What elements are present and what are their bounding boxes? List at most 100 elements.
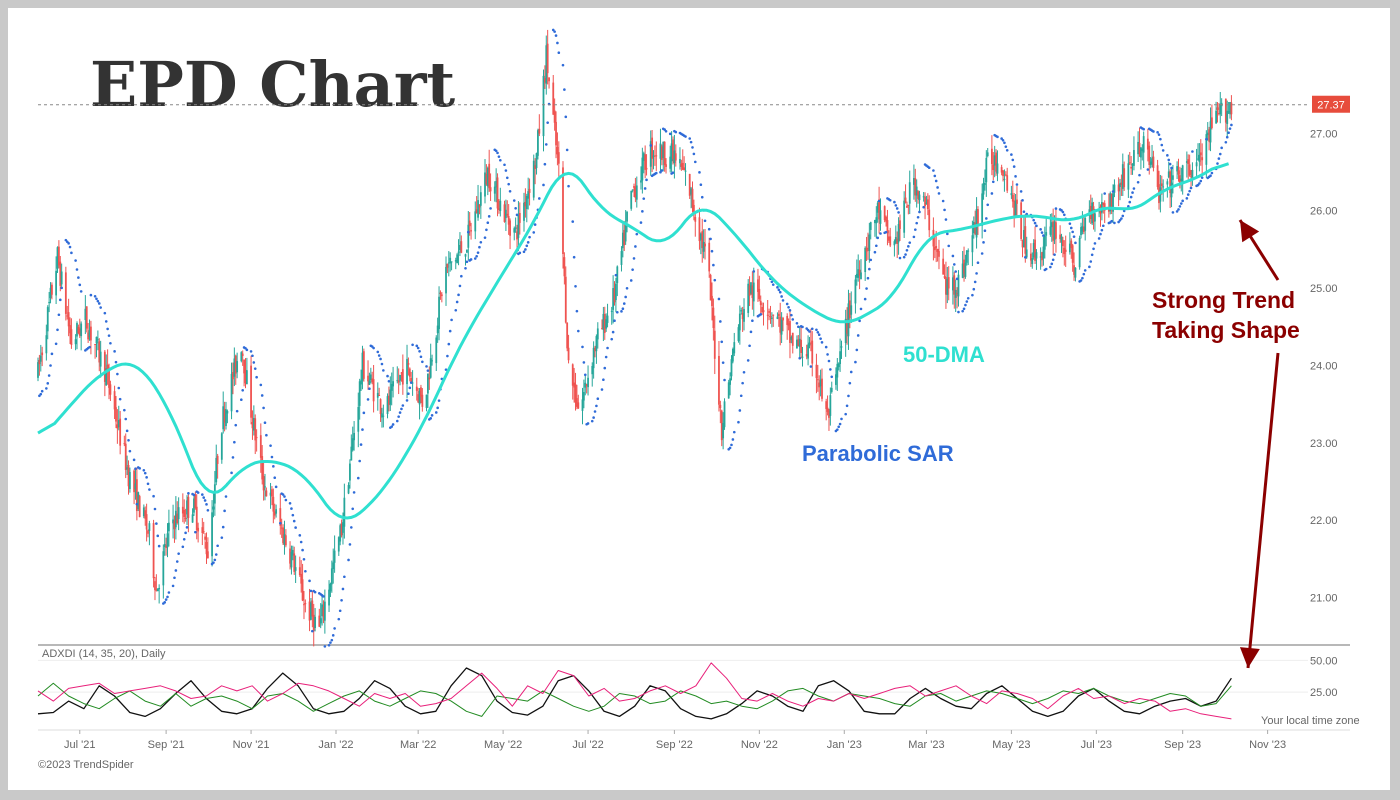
sar-dot (595, 404, 598, 408)
candle-body (408, 368, 411, 377)
sar-dot (990, 192, 994, 195)
sar-dot (635, 232, 639, 236)
candle-body (936, 248, 939, 252)
candle-body (1000, 167, 1003, 173)
sar-dot (955, 277, 959, 281)
candle-body (477, 200, 479, 218)
sar-dot (1188, 189, 1191, 193)
sar-dot (858, 319, 861, 323)
sar-dot (405, 399, 409, 402)
candle-body (144, 510, 147, 519)
candle-body (557, 152, 560, 164)
candle-body (797, 339, 800, 346)
sar-dot (632, 257, 636, 260)
sar-dot (273, 476, 277, 480)
x-tick-label: May '22 (484, 739, 522, 751)
candle-body (839, 351, 842, 365)
candle-body (357, 406, 360, 432)
candle-body (1149, 161, 1152, 165)
sar-dot (966, 296, 970, 300)
candle-body (436, 325, 439, 334)
sar-dot (837, 425, 841, 429)
candle-body (400, 372, 403, 374)
sar-dot (192, 493, 196, 497)
candle-body (303, 604, 305, 606)
sar-dot (88, 345, 91, 349)
candle-body (329, 583, 332, 592)
sar-dot (395, 419, 399, 423)
sar-dot (457, 293, 460, 297)
sar-dot (1122, 209, 1126, 213)
x-tick-label: Nov '22 (741, 739, 778, 751)
sar-dot (815, 328, 818, 332)
candle-body (985, 157, 988, 183)
sar-dot (819, 337, 822, 340)
sar-dot (866, 276, 870, 280)
candle-body (917, 191, 919, 199)
candle-body (928, 209, 931, 231)
sar-dot (565, 148, 569, 152)
candle-body (123, 443, 126, 445)
sar-dot (299, 540, 303, 544)
sar-dot (574, 284, 577, 288)
candle-body (158, 587, 161, 590)
candle-body (401, 369, 404, 385)
candle-body (918, 194, 921, 201)
sar-dot (1032, 218, 1035, 222)
sar-dot (849, 370, 853, 374)
candle-body (184, 517, 187, 519)
candle-body (907, 204, 910, 206)
candle-body (1205, 134, 1208, 165)
candle-body (415, 386, 418, 391)
sar-dot (567, 184, 570, 188)
sar-dot (446, 354, 449, 358)
sar-dot (185, 526, 189, 529)
candle-body (38, 360, 41, 365)
candle-body (584, 382, 587, 388)
sar-dot (721, 361, 725, 364)
sar-dot (448, 329, 452, 333)
candle-body (825, 401, 828, 409)
candle-body (1172, 175, 1174, 180)
sar-dot (187, 492, 190, 495)
sar-dot (898, 256, 902, 260)
sar-dot (230, 471, 233, 475)
candle-body (1117, 184, 1120, 192)
sar-dot (556, 41, 559, 45)
candle-body (897, 224, 900, 243)
candle-body (1010, 193, 1013, 196)
sar-dot (538, 197, 541, 200)
candle-body (304, 603, 307, 605)
sar-dot (932, 169, 935, 172)
candle-body (821, 378, 823, 399)
sar-dot (125, 429, 129, 433)
candle-body (807, 344, 809, 359)
candle-body (115, 407, 117, 422)
candle-body (347, 485, 350, 494)
candle-body (261, 456, 264, 480)
sar-dot (152, 494, 155, 498)
candle-body (741, 312, 744, 320)
sar-dot (302, 557, 306, 561)
sar-dot (933, 174, 937, 178)
sar-dot (216, 544, 219, 548)
candle-body (885, 216, 887, 222)
sar-dot (231, 456, 235, 459)
sar-dot (368, 387, 371, 390)
candle-body (1035, 252, 1038, 259)
sar-dot (455, 300, 459, 304)
sar-dot (132, 458, 136, 462)
candle-body (1185, 161, 1188, 163)
sar-dot (46, 382, 50, 385)
candle-body (226, 410, 229, 414)
sar-dot (524, 248, 527, 251)
sar-dot (700, 195, 704, 199)
candle-body (1120, 182, 1123, 185)
candle-body (844, 318, 847, 344)
sar-dot (838, 422, 842, 426)
dma-layer (37, 162, 1230, 520)
candle-body (195, 506, 198, 531)
sar-dot (1110, 219, 1113, 223)
candle-body (1014, 200, 1017, 217)
candle-body (298, 567, 301, 576)
